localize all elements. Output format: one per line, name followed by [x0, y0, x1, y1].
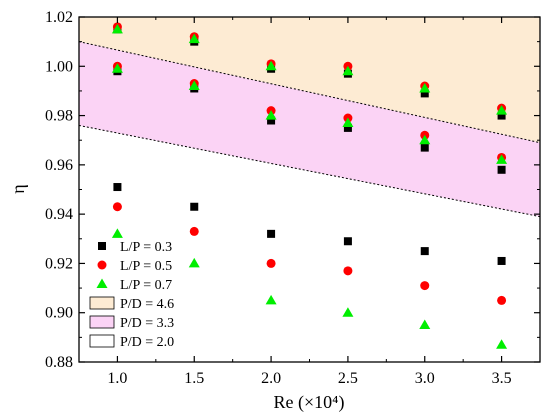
x-tick-label-2: 2.0	[261, 370, 281, 387]
x-tick-label-4: 3.0	[415, 370, 435, 387]
point-square-16	[420, 247, 429, 256]
point-square-17	[497, 256, 506, 265]
point-square-15	[343, 237, 352, 246]
legend-marker-2	[96, 278, 108, 288]
x-tick-label-1: 1.5	[184, 370, 204, 387]
point-triangle-15	[342, 307, 354, 317]
boundary-line-upper	[79, 41, 540, 144]
legend-marker-0	[98, 242, 106, 250]
region-pd-4-6	[79, 17, 540, 143]
point-triangle-6	[111, 63, 123, 73]
point-triangle-3	[342, 65, 354, 76]
y-tick-label-7: 1.02	[45, 9, 73, 26]
legend: L/P = 0.3 L/P = 0.5 L/P = 0.7 P/D = 4.6 P/D …	[89, 240, 174, 350]
point-circle-17	[497, 295, 507, 305]
legend-region-label-2: P/D = 2.0	[120, 335, 174, 350]
point-triangle-17	[496, 339, 508, 349]
y-tick-label-5: 0.98	[45, 108, 73, 125]
point-circle-13	[189, 226, 199, 236]
region-fills	[79, 17, 540, 217]
boundary-lines	[79, 41, 540, 218]
point-triangle-1	[188, 33, 200, 44]
point-square-12	[113, 183, 122, 192]
legend-marker-1	[97, 260, 107, 270]
legend-swatch-1	[89, 315, 115, 329]
legend-swatch-2	[89, 334, 115, 348]
point-triangle-5	[496, 105, 508, 115]
point-triangle-2	[265, 60, 277, 71]
point-square-10	[420, 143, 429, 152]
point-triangle-16	[419, 319, 431, 330]
data-points	[111, 22, 508, 349]
point-triangle-12	[111, 228, 123, 238]
point-square-14	[267, 229, 276, 238]
point-triangle-14	[265, 294, 277, 305]
y-tick-label-4: 0.96	[45, 157, 73, 174]
point-circle-15	[343, 266, 353, 276]
legend-label-2: L/P = 0.7	[120, 278, 172, 293]
point-triangle-4	[419, 82, 431, 93]
point-triangle-7	[188, 80, 200, 90]
point-triangle-0	[111, 23, 123, 34]
point-square-4	[420, 89, 429, 98]
point-square-5	[497, 111, 506, 120]
point-triangle-11	[496, 154, 508, 164]
point-triangle-13	[188, 257, 200, 268]
legend-label-0: L/P = 0.3	[120, 240, 172, 255]
point-square-8	[267, 116, 276, 125]
legend-label-1: L/P = 0.5	[120, 259, 172, 274]
y-tick-label-3: 0.94	[45, 206, 73, 223]
legend-region-label-1: P/D = 3.3	[120, 316, 174, 331]
x-tick-label-3: 2.5	[338, 370, 358, 387]
y-tick-label-0: 0.88	[45, 354, 73, 371]
x-tick-label-5: 3.5	[492, 370, 512, 387]
x-tick-label-0: 1.0	[107, 370, 127, 387]
point-triangle-10	[419, 134, 431, 145]
point-circle-12	[112, 202, 122, 212]
x-axis-label: Re (×10⁴)	[274, 392, 345, 413]
point-square-13	[190, 202, 199, 211]
point-triangle-9	[342, 117, 354, 127]
legend-swatch-0	[89, 296, 115, 310]
point-circle-16	[420, 281, 430, 291]
point-square-9	[343, 123, 352, 132]
y-axis-label: η	[8, 184, 28, 193]
axes: 1.0 1.5 2.0 2.5 3.0 3.5 0.88 0.90 0.92 0.94 0.96 0.…	[45, 9, 540, 387]
y-tick-label-6: 1.00	[45, 58, 73, 75]
point-triangle-8	[265, 110, 277, 120]
legend-region-label-0: P/D = 4.6	[120, 297, 174, 312]
point-square-11	[497, 165, 506, 174]
y-tick-label-1: 0.90	[45, 305, 73, 322]
y-tick-label-2: 0.92	[45, 255, 73, 272]
point-circle-14	[266, 258, 276, 268]
